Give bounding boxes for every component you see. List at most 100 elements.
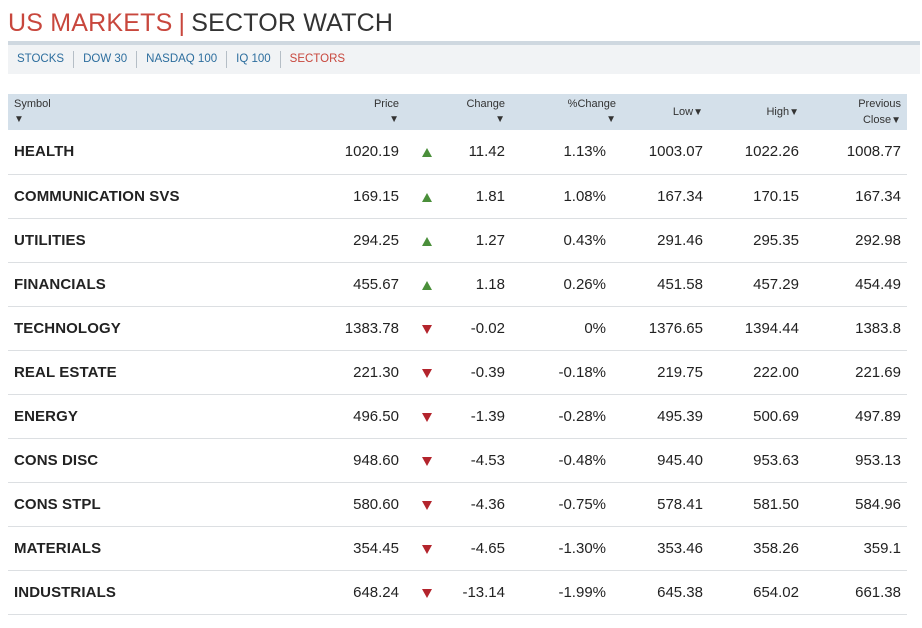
triangle-down-icon xyxy=(422,500,432,510)
table-row: UTILITIES 294.25 1.27 0.43% 291.46 295.35 292.… xyxy=(8,218,907,262)
sector-symbol-link[interactable]: INDUSTRIALS xyxy=(14,583,116,601)
low-cell: 645.38 xyxy=(657,583,703,601)
price-cell: 294.25 xyxy=(353,231,399,249)
high-cell: 581.50 xyxy=(753,495,799,513)
sector-symbol-link[interactable]: MATERIALS xyxy=(14,539,102,557)
high-cell: 358.26 xyxy=(753,539,799,557)
table-row: ENERGY 496.50 -1.39 -0.28% 495.39 500.69 497.8… xyxy=(8,394,907,438)
previous-close-cell: 1008.77 xyxy=(846,143,901,161)
sector-symbol-link[interactable]: REAL ESTATE xyxy=(14,363,117,381)
previous-close-cell: 1383.8 xyxy=(855,319,901,337)
pct-change-cell: -1.30% xyxy=(558,539,606,557)
tab-iq-100[interactable]: IQ 100 xyxy=(227,51,281,68)
pct-change-cell: -0.48% xyxy=(558,451,606,469)
high-cell: 170.15 xyxy=(753,187,799,205)
low-cell: 219.75 xyxy=(657,363,703,381)
tab-sectors[interactable]: SECTORS xyxy=(289,53,346,65)
change-cell: -1.39 xyxy=(470,407,505,425)
pct-change-cell: 0.43% xyxy=(563,231,606,249)
direction-cell xyxy=(405,218,449,262)
previous-close-cell: 359.1 xyxy=(863,539,901,557)
change-cell: -0.39 xyxy=(470,363,505,381)
title-us-markets: US MARKETS xyxy=(8,8,173,37)
table-row: MATERIALS 354.45 -4.65 -1.30% 353.46 358.26 35… xyxy=(8,526,907,570)
column-previous-close[interactable]: Previous Close▼ xyxy=(805,94,907,130)
low-cell: 167.34 xyxy=(657,187,703,205)
column-price[interactable]: Price ▼ xyxy=(268,94,405,130)
direction-cell xyxy=(405,262,449,306)
table-row: COMMUNICATION SVS 169.15 1.81 1.08% 167.34 17… xyxy=(8,174,907,218)
direction-cell xyxy=(405,174,449,218)
change-cell: -4.53 xyxy=(470,451,505,469)
column-pct-change-label: %Change xyxy=(567,98,616,110)
price-cell: 496.50 xyxy=(353,407,399,425)
price-cell: 221.30 xyxy=(353,363,399,381)
previous-close-cell: 167.34 xyxy=(855,187,901,205)
sector-symbol-link[interactable]: CONS DISC xyxy=(14,451,99,469)
direction-cell xyxy=(405,526,449,570)
table-row: CONS STPL 580.60 -4.36 -0.75% 578.41 581.50 58… xyxy=(8,482,907,526)
column-symbol-label: Symbol xyxy=(14,98,51,110)
tab-stocks[interactable]: STOCKS xyxy=(8,51,75,68)
sort-arrow-icon: ▼ xyxy=(606,114,616,125)
change-cell: 1.18 xyxy=(475,275,505,293)
previous-close-cell: 454.49 xyxy=(855,275,901,293)
sector-table: Symbol ▼ Price ▼ Change ▼ %Change ▼ Low▼… xyxy=(8,94,907,615)
sort-arrow-icon: ▼ xyxy=(789,107,799,118)
low-cell: 291.46 xyxy=(657,231,703,249)
triangle-down-icon xyxy=(422,412,432,422)
column-low[interactable]: Low▼ xyxy=(612,94,709,130)
tab-nasdaq-100[interactable]: NASDAQ 100 xyxy=(137,51,228,68)
high-cell: 222.00 xyxy=(753,363,799,381)
tab-dow-30[interactable]: DOW 30 xyxy=(74,51,138,68)
low-cell: 1003.07 xyxy=(648,143,703,161)
low-cell: 1376.65 xyxy=(648,319,703,337)
triangle-down-icon xyxy=(422,324,432,334)
direction-cell xyxy=(405,482,449,526)
change-cell: 1.27 xyxy=(475,231,505,249)
sort-arrow-icon: ▼ xyxy=(495,114,505,125)
direction-cell xyxy=(405,438,449,482)
pct-change-cell: -1.99% xyxy=(558,583,606,601)
column-low-label: Low xyxy=(672,106,694,118)
header-divider xyxy=(8,41,920,45)
column-symbol[interactable]: Symbol ▼ xyxy=(8,94,268,130)
previous-close-cell: 661.38 xyxy=(855,583,901,601)
triangle-down-icon xyxy=(422,544,432,554)
table-row: FINANCIALS 455.67 1.18 0.26% 451.58 457.29 454… xyxy=(8,262,907,306)
sector-symbol-link[interactable]: COMMUNICATION SVS xyxy=(14,187,180,205)
sector-symbol-link[interactable]: CONS STPL xyxy=(14,495,101,513)
triangle-up-icon xyxy=(422,192,432,202)
column-change-label: Change xyxy=(466,98,505,110)
previous-close-cell: 953.13 xyxy=(855,451,901,469)
table-row: INDUSTRIALS 648.24 -13.14 -1.99% 645.38 654.0… xyxy=(8,570,907,614)
triangle-up-icon xyxy=(422,280,432,290)
column-high[interactable]: High▼ xyxy=(709,94,805,130)
title-separator: | xyxy=(178,8,186,37)
column-pct-change[interactable]: %Change ▼ xyxy=(511,94,616,130)
price-cell: 455.67 xyxy=(353,275,399,293)
sector-symbol-link[interactable]: ENERGY xyxy=(14,407,78,425)
sector-symbol-link[interactable]: HEALTH xyxy=(14,143,75,161)
column-close-label: Close xyxy=(862,113,892,126)
sector-symbol-link[interactable]: UTILITIES xyxy=(14,231,86,249)
high-cell: 500.69 xyxy=(753,407,799,425)
triangle-down-icon xyxy=(422,368,432,378)
change-cell: -4.36 xyxy=(470,495,505,513)
low-cell: 353.46 xyxy=(657,539,703,557)
sector-symbol-link[interactable]: TECHNOLOGY xyxy=(14,319,121,337)
direction-cell xyxy=(405,394,449,438)
pct-change-cell: 1.08% xyxy=(563,187,606,205)
table-row: REAL ESTATE 221.30 -0.39 -0.18% 219.75 222.00… xyxy=(8,350,907,394)
previous-close-cell: 584.96 xyxy=(855,495,901,513)
sort-arrow-icon: ▼ xyxy=(891,114,901,126)
column-direction xyxy=(405,94,449,130)
previous-close-cell: 497.89 xyxy=(855,407,901,425)
column-change[interactable]: Change ▼ xyxy=(449,94,511,130)
high-cell: 457.29 xyxy=(753,275,799,293)
low-cell: 451.58 xyxy=(657,275,703,293)
low-cell: 495.39 xyxy=(657,407,703,425)
change-cell: 11.42 xyxy=(468,143,505,161)
column-high-label: High xyxy=(766,106,790,118)
sector-symbol-link[interactable]: FINANCIALS xyxy=(14,275,106,293)
